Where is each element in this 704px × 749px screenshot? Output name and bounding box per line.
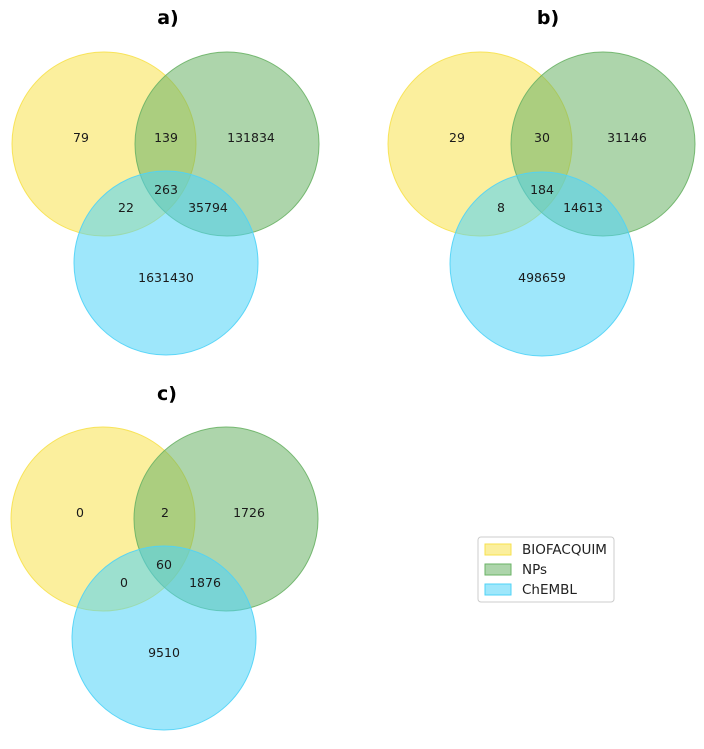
count-biofacquim-nps: 139 [154,130,178,145]
count-biofacquim-chembl: 0 [120,575,128,590]
chembl-circle [449,171,635,357]
venn-diagram-a: a) 79 139 131834 263 22 35794 1631430 [11,7,320,356]
venn-diagram-c: c) 0 2 1726 60 0 1876 9510 [10,383,319,731]
count-biofacquim-only: 0 [76,505,84,520]
count-all-three: 60 [156,557,172,572]
count-nps-only: 131834 [227,130,275,145]
count-all-three: 184 [530,182,554,197]
count-nps-chembl: 35794 [188,200,228,215]
legend-swatch-biofacquim [484,543,512,556]
legend-label-biofacquim: BIOFACQUIM [522,542,607,558]
count-biofacquim-chembl: 8 [497,200,505,215]
legend-frame [477,536,615,603]
legend-label-nps: NPs [522,562,547,578]
count-biofacquim-chembl: 22 [118,200,134,215]
count-nps-chembl: 1876 [189,575,221,590]
legend-swatch-chembl [484,583,512,596]
count-biofacquim-only: 29 [449,130,465,145]
count-chembl-only: 1631430 [138,270,194,285]
count-biofacquim-nps: 2 [161,505,169,520]
diagram-c-title: c) [157,383,177,405]
diagram-a-title: a) [157,7,179,29]
venn-diagram-b: b) 29 30 31146 184 8 14613 498659 [387,7,696,357]
diagram-b-title: b) [537,7,559,29]
chembl-circle [71,545,257,731]
chembl-circle [73,170,259,356]
legend: BIOFACQUIM NPs ChEMBL [477,536,615,603]
count-nps-only: 31146 [607,130,647,145]
legend-label-chembl: ChEMBL [522,582,577,598]
count-biofacquim-nps: 30 [534,130,550,145]
count-nps-chembl: 14613 [563,200,603,215]
count-biofacquim-only: 79 [73,130,89,145]
count-chembl-only: 9510 [148,645,180,660]
count-chembl-only: 498659 [518,270,566,285]
legend-swatch-nps [484,563,512,576]
count-nps-only: 1726 [233,505,265,520]
count-all-three: 263 [154,182,178,197]
